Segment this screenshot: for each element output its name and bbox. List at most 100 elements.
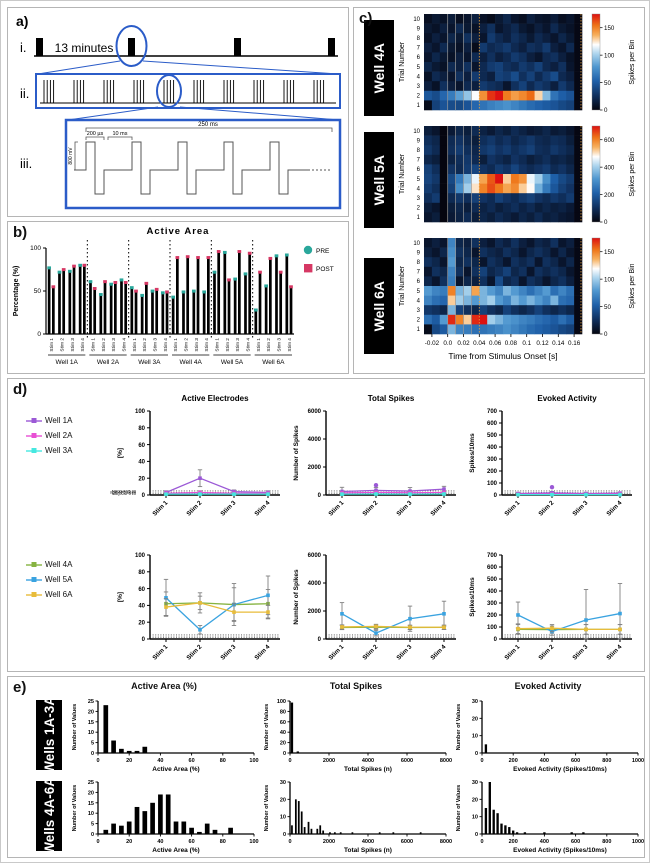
svg-text:0: 0 bbox=[288, 758, 291, 764]
svg-text:[%]: [%] bbox=[117, 592, 124, 602]
svg-text:0.04: 0.04 bbox=[473, 340, 486, 347]
svg-text:15: 15 bbox=[88, 801, 94, 807]
svg-text:0: 0 bbox=[96, 839, 99, 845]
svg-text:80: 80 bbox=[280, 709, 286, 715]
well-strip-label: Well 5A bbox=[364, 132, 394, 228]
svg-text:Number of Values: Number of Values bbox=[456, 704, 462, 750]
svg-text:8000: 8000 bbox=[440, 758, 452, 764]
svg-text:2000: 2000 bbox=[323, 839, 335, 845]
svg-text:7: 7 bbox=[417, 270, 421, 276]
svg-text:Active Area (%): Active Area (%) bbox=[152, 847, 199, 854]
svg-text:Stim 2: Stim 2 bbox=[60, 338, 66, 352]
svg-text:Stim 4: Stim 4 bbox=[429, 499, 447, 517]
svg-text:0.0: 0.0 bbox=[443, 340, 452, 347]
svg-text:Stim 1: Stim 1 bbox=[327, 499, 345, 517]
svg-text:0: 0 bbox=[318, 493, 322, 499]
svg-text:2: 2 bbox=[417, 206, 421, 212]
svg-text:2: 2 bbox=[417, 94, 421, 100]
d-plot-2-1: 0 20 40 60 80 100 [%] Stim 1 Stim 2 Stim 3 Stim 4 bbox=[117, 553, 280, 662]
svg-text:Spikes per Bin: Spikes per Bin bbox=[629, 39, 636, 84]
svg-text:60: 60 bbox=[138, 587, 145, 593]
svg-text:10: 10 bbox=[88, 811, 94, 817]
svg-text:Stim 3: Stim 3 bbox=[395, 643, 413, 661]
legend-item: Well 4A bbox=[26, 557, 110, 572]
svg-text:80: 80 bbox=[138, 570, 145, 576]
svg-text:Stim 2: Stim 2 bbox=[142, 338, 148, 352]
svg-text:6000: 6000 bbox=[308, 409, 322, 415]
svg-text:Number of Values: Number of Values bbox=[264, 704, 270, 750]
svg-text:10: 10 bbox=[413, 129, 420, 135]
row-ii-label: ii. bbox=[20, 86, 29, 101]
svg-text:5: 5 bbox=[91, 741, 94, 747]
legend-item: Well 2A bbox=[26, 428, 110, 443]
svg-text:Number of Spikes: Number of Spikes bbox=[293, 425, 300, 481]
svg-text:30: 30 bbox=[472, 780, 478, 786]
svg-text:600: 600 bbox=[604, 137, 615, 144]
svg-text:Well 1A: Well 1A bbox=[56, 359, 79, 366]
svg-text:Stim 1: Stim 1 bbox=[503, 643, 521, 661]
svg-text:4: 4 bbox=[417, 186, 421, 192]
svg-text:Stim 3: Stim 3 bbox=[111, 338, 117, 352]
panel-e-label: e) bbox=[13, 679, 27, 696]
heatmap-well-5a: Trial Number109876543210200400600Spikes … bbox=[399, 125, 636, 226]
svg-text:80: 80 bbox=[220, 758, 226, 764]
svg-text:Stim 2: Stim 2 bbox=[185, 499, 203, 517]
svg-text:40: 40 bbox=[138, 460, 145, 466]
svg-text:200: 200 bbox=[509, 758, 518, 764]
d-plot-2-3: 0 100 200 300 400 500 600 700 Spikes/10ms Stim 1 S… bbox=[469, 553, 632, 662]
svg-text:5: 5 bbox=[417, 177, 421, 183]
svg-text:Stim 3: Stim 3 bbox=[153, 338, 159, 352]
svg-text:4: 4 bbox=[417, 74, 421, 80]
pulse-width-label: 200 µs bbox=[87, 131, 104, 137]
svg-text:0: 0 bbox=[142, 493, 146, 499]
svg-text:Stim 1: Stim 1 bbox=[173, 338, 179, 352]
svg-text:0: 0 bbox=[283, 832, 286, 838]
svg-text:150: 150 bbox=[604, 249, 615, 256]
svg-text:6000: 6000 bbox=[401, 758, 413, 764]
svg-text:700: 700 bbox=[487, 409, 498, 415]
svg-text:0: 0 bbox=[96, 758, 99, 764]
svg-text:150: 150 bbox=[604, 25, 615, 32]
svg-text:Stim 1: Stim 1 bbox=[132, 338, 138, 352]
legend-item: Well 3A bbox=[26, 443, 110, 458]
svg-text:400: 400 bbox=[604, 164, 615, 171]
svg-text:Number of Values: Number of Values bbox=[72, 785, 78, 831]
svg-text:Number of Values: Number of Values bbox=[456, 785, 462, 831]
svg-text:200: 200 bbox=[487, 469, 498, 475]
svg-text:3: 3 bbox=[417, 196, 421, 202]
heatmap-row-well-5a: Well 5A Trial Number 10 9 8 7 6 5 4 3 2 1 0 200 400 600… bbox=[364, 124, 646, 236]
legend-item: Well 1A bbox=[26, 413, 110, 428]
svg-text:Stim 1: Stim 1 bbox=[151, 643, 169, 661]
svg-text:Stim 4: Stim 4 bbox=[122, 338, 128, 352]
e-hist-1-2: 0 20 40 60 80 100 0 2000 4000 6000 8000 Number of V… bbox=[264, 699, 452, 773]
e-hist-2-2: 0 10 20 30 0 2000 4000 6000 8000 Number of Values… bbox=[264, 780, 452, 854]
svg-text:Stim 2: Stim 2 bbox=[225, 338, 231, 352]
panel-c: c) Well 4A Trial Number 10 9 8 7 6 5 4 3 2 1 0 50 100 1… bbox=[353, 7, 645, 374]
svg-text:Evoked Activity: Evoked Activity bbox=[537, 394, 597, 403]
svg-text:100: 100 bbox=[604, 52, 615, 59]
svg-text:Stim 4: Stim 4 bbox=[80, 338, 86, 352]
svg-text:Active Area (%): Active Area (%) bbox=[152, 766, 199, 773]
svg-text:Spikes/10ms: Spikes/10ms bbox=[469, 433, 476, 473]
svg-text:6000: 6000 bbox=[308, 553, 322, 559]
train-duration-label: 250 ms bbox=[198, 122, 218, 128]
svg-text:4000: 4000 bbox=[308, 581, 322, 587]
d-plot-1-2: Total Spikes 0 2000 4000 6000 Number of Spike… bbox=[293, 394, 456, 518]
d-plot-1-1: Active Electrodes 0 20 40 60 80 100 [%] NBQX/AP5… bbox=[110, 394, 280, 518]
svg-text:Number of Values: Number of Values bbox=[264, 785, 270, 831]
svg-text:200: 200 bbox=[509, 839, 518, 845]
svg-text:0: 0 bbox=[475, 832, 478, 838]
svg-text:Stim 1: Stim 1 bbox=[327, 643, 345, 661]
svg-text:Number of Spikes: Number of Spikes bbox=[293, 569, 300, 625]
svg-text:100: 100 bbox=[135, 409, 146, 415]
svg-text:400: 400 bbox=[487, 445, 498, 451]
d-row-2: Well 4A Well 5A Well 6A 0 20 40 60 80 100 [%] Stim… bbox=[26, 535, 644, 675]
svg-text:600: 600 bbox=[571, 758, 580, 764]
svg-text:100: 100 bbox=[604, 276, 615, 283]
svg-text:1: 1 bbox=[417, 215, 421, 221]
stimulation-protocol-diagram: a) i. 13 minutes ii. iii. 250 ms bbox=[16, 13, 342, 210]
svg-text:4000: 4000 bbox=[308, 437, 322, 443]
svg-text:20: 20 bbox=[126, 758, 132, 764]
svg-text:10: 10 bbox=[472, 815, 478, 821]
